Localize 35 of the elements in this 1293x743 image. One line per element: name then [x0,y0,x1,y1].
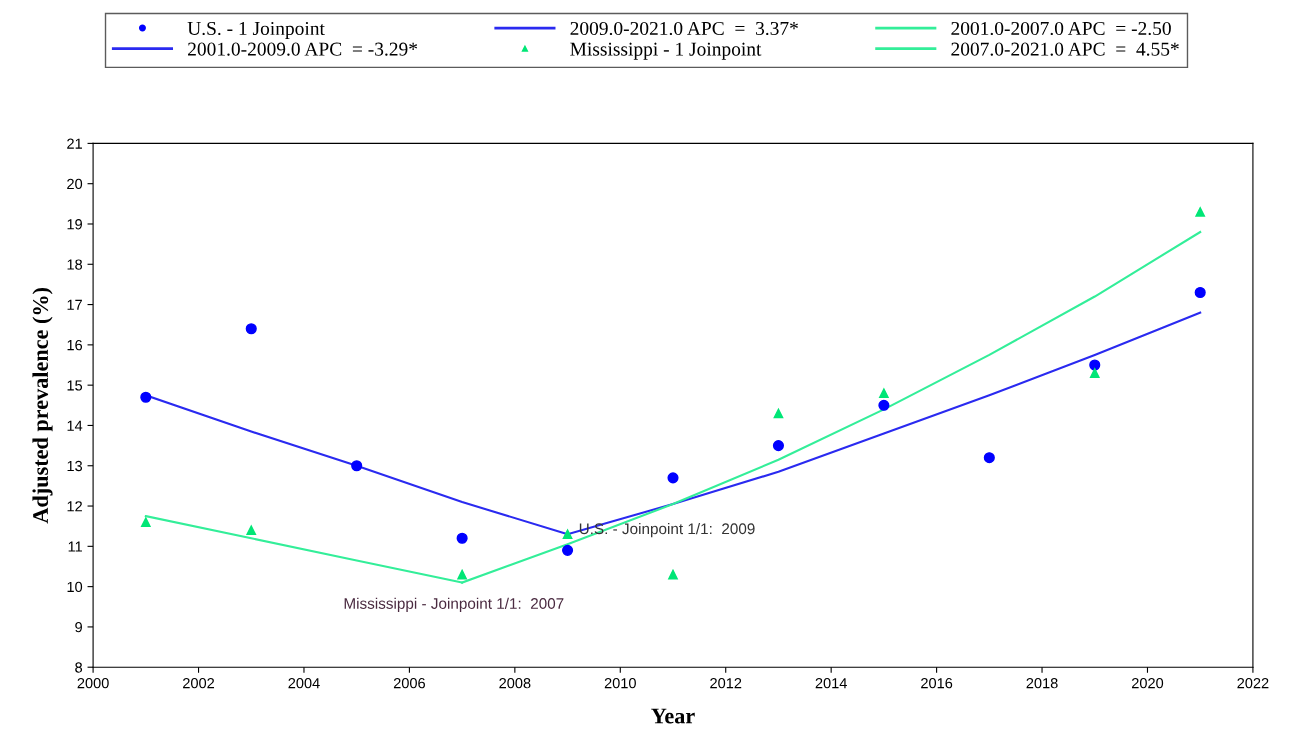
x-tick-label: 2006 [393,678,425,689]
x-tick-label: 2000 [77,678,109,689]
y-tick-label: 12 [67,501,82,512]
legend-label: Mississippi - 1 Joinpoint [570,42,762,60]
x-tick-label: 2020 [1131,678,1164,689]
y-tick-label: 13 [67,460,83,472]
y-tick-label: 19 [67,219,82,230]
y-axis-title: Adjusted prevalence (%) [32,287,53,524]
x-tick-label: 2002 [183,678,215,689]
legend-label: 2007.0-2021.0 APC = 4.55* [951,42,1179,56]
y-tick-label: 14 [67,420,83,431]
x-tick-label: 2008 [499,678,531,689]
x-tick-label: 2012 [710,678,742,689]
y-tick-label: 11 [68,541,82,552]
x-tick-label: 2014 [815,678,847,689]
y-tick-label: 10 [67,581,83,593]
y-tick-label: 15 [67,380,83,391]
legend-label: 2009.0-2021.0 APC = 3.37* [570,21,798,36]
y-tick-label: 21 [67,138,82,149]
annotation: Mississippi - Joinpoint 1/1: 2007 [344,597,564,612]
x-tick-label: 2022 [1237,678,1269,689]
x-axis-title: Year [651,708,695,724]
legend-label: 2001.0-2009.0 APC = -3.29* [188,42,418,56]
y-tick-label: 20 [67,178,83,190]
legend-label: 2001.0-2007.0 APC = -2.50 [951,21,1171,36]
y-tick-label: 18 [67,259,83,270]
y-tick-label: 8 [75,662,83,673]
x-tick-label: 2016 [921,678,953,689]
legend-label: U.S. - 1 Joinpoint [187,21,325,39]
y-tick-label: 9 [75,622,82,633]
x-tick-label: 2004 [288,678,320,689]
y-tick-label: 17 [67,299,82,310]
x-tick-label: 2010 [604,678,636,689]
y-tick-label: 16 [67,339,83,351]
x-tick-label: 2018 [1026,678,1058,689]
